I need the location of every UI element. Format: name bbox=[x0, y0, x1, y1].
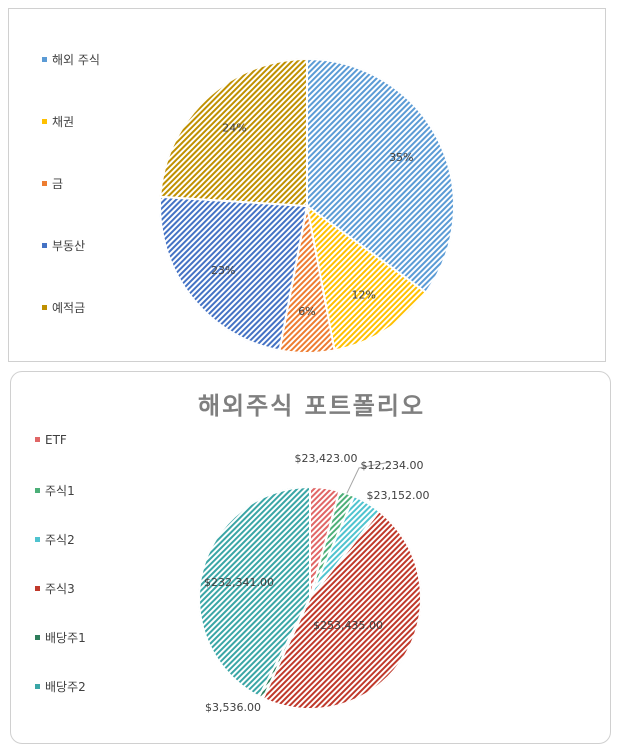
chart1-legend-marker-1 bbox=[42, 119, 47, 124]
chart1-slice-separator-4 bbox=[159, 58, 308, 207]
chart2-legend-item-4: 배당주1 bbox=[35, 629, 86, 646]
chart2-legend-label-3: 주식3 bbox=[45, 582, 75, 596]
chart2-legend-marker-4 bbox=[35, 635, 40, 640]
chart1-data-label-0: 35% bbox=[389, 151, 413, 164]
chart2-legend-item-3: 주식3 bbox=[35, 580, 75, 597]
chart2-legend-item-0: ETF bbox=[35, 433, 67, 447]
chart2-data-label-5: $232,341.00 bbox=[204, 576, 274, 589]
chart2-legend-label-0: ETF bbox=[45, 433, 67, 447]
chart2-legend-label-4: 배당주1 bbox=[45, 631, 86, 645]
chart1-legend-label-1: 채권 bbox=[52, 115, 75, 129]
chart2-data-label-1: $12,234.00 bbox=[361, 459, 424, 472]
overseas-stock-portfolio-chart: 해외주식 포트폴리오 ETF 주식1 주식2 주식3 배당주1 배당주2 $23,423.… bbox=[10, 371, 611, 744]
chart2-legend-marker-3 bbox=[35, 586, 40, 591]
chart1-legend-marker-4 bbox=[42, 305, 47, 310]
chart1-legend-item-1: 채권 bbox=[42, 113, 74, 130]
chart1-legend-marker-3 bbox=[42, 243, 47, 248]
chart2-slice-separator-3 bbox=[261, 510, 422, 710]
chart2-legend-label-5: 배당주2 bbox=[45, 680, 86, 694]
chart2-slice-separator-5 bbox=[198, 486, 311, 698]
chart1-slice-separator-3 bbox=[159, 195, 308, 352]
chart2-legend-item-5: 배당주2 bbox=[35, 678, 86, 695]
chart2-legend-label-2: 주식2 bbox=[45, 533, 75, 547]
chart1-legend-item-2: 금 bbox=[42, 175, 63, 192]
chart1-data-label-3: 23% bbox=[211, 264, 235, 277]
chart2-legend-marker-0 bbox=[35, 437, 40, 442]
chart2-data-label-3: $253,435.00 bbox=[313, 619, 383, 632]
chart1-legend-marker-0 bbox=[42, 57, 47, 62]
chart1-data-label-1: 12% bbox=[351, 288, 375, 301]
chart2-legend-marker-5 bbox=[35, 684, 40, 689]
chart2-legend-item-1: 주식1 bbox=[35, 482, 75, 499]
chart1-data-label-2: 6% bbox=[298, 305, 315, 318]
chart1-legend-label-4: 예적금 bbox=[52, 301, 86, 315]
chart2-pie-svg: $23,423.00$12,234.00 $23,152.00 $253,435.0… bbox=[198, 452, 430, 714]
chart1-legend-item-3: 부동산 bbox=[42, 237, 85, 254]
chart1-data-label-4: 24% bbox=[222, 122, 246, 135]
chart1-pie-svg: 35% 12% 6% 23% 24% bbox=[159, 57, 455, 354]
chart2-data-label-0: $23,423.00 bbox=[295, 452, 358, 465]
chart1-legend-item-4: 예적금 bbox=[42, 299, 85, 316]
chart1-slice-separator-1 bbox=[305, 204, 427, 352]
chart1-legend-item-0: 해외 주식 bbox=[42, 51, 100, 68]
chart2-title: 해외주식 포트폴리오 bbox=[197, 392, 426, 420]
chart1-legend-label-0: 해외 주식 bbox=[52, 53, 100, 67]
chart2-leader-line-1 bbox=[346, 461, 391, 494]
chart2-legend-label-1: 주식1 bbox=[45, 484, 75, 498]
chart2-data-label-2: $23,152.00 bbox=[367, 489, 430, 502]
chart2-legend-marker-2 bbox=[35, 537, 40, 542]
chart2-legend-item-2: 주식2 bbox=[35, 531, 75, 548]
chart1-legend-marker-2 bbox=[42, 181, 47, 186]
chart1-legend-label-3: 부동산 bbox=[52, 239, 86, 253]
chart1-slice-separator-0 bbox=[306, 58, 455, 294]
chart2-data-label-4: $3,536.00 bbox=[205, 701, 261, 714]
chart2-legend-marker-1 bbox=[35, 488, 40, 493]
chart1-legend-label-2: 금 bbox=[52, 177, 64, 191]
